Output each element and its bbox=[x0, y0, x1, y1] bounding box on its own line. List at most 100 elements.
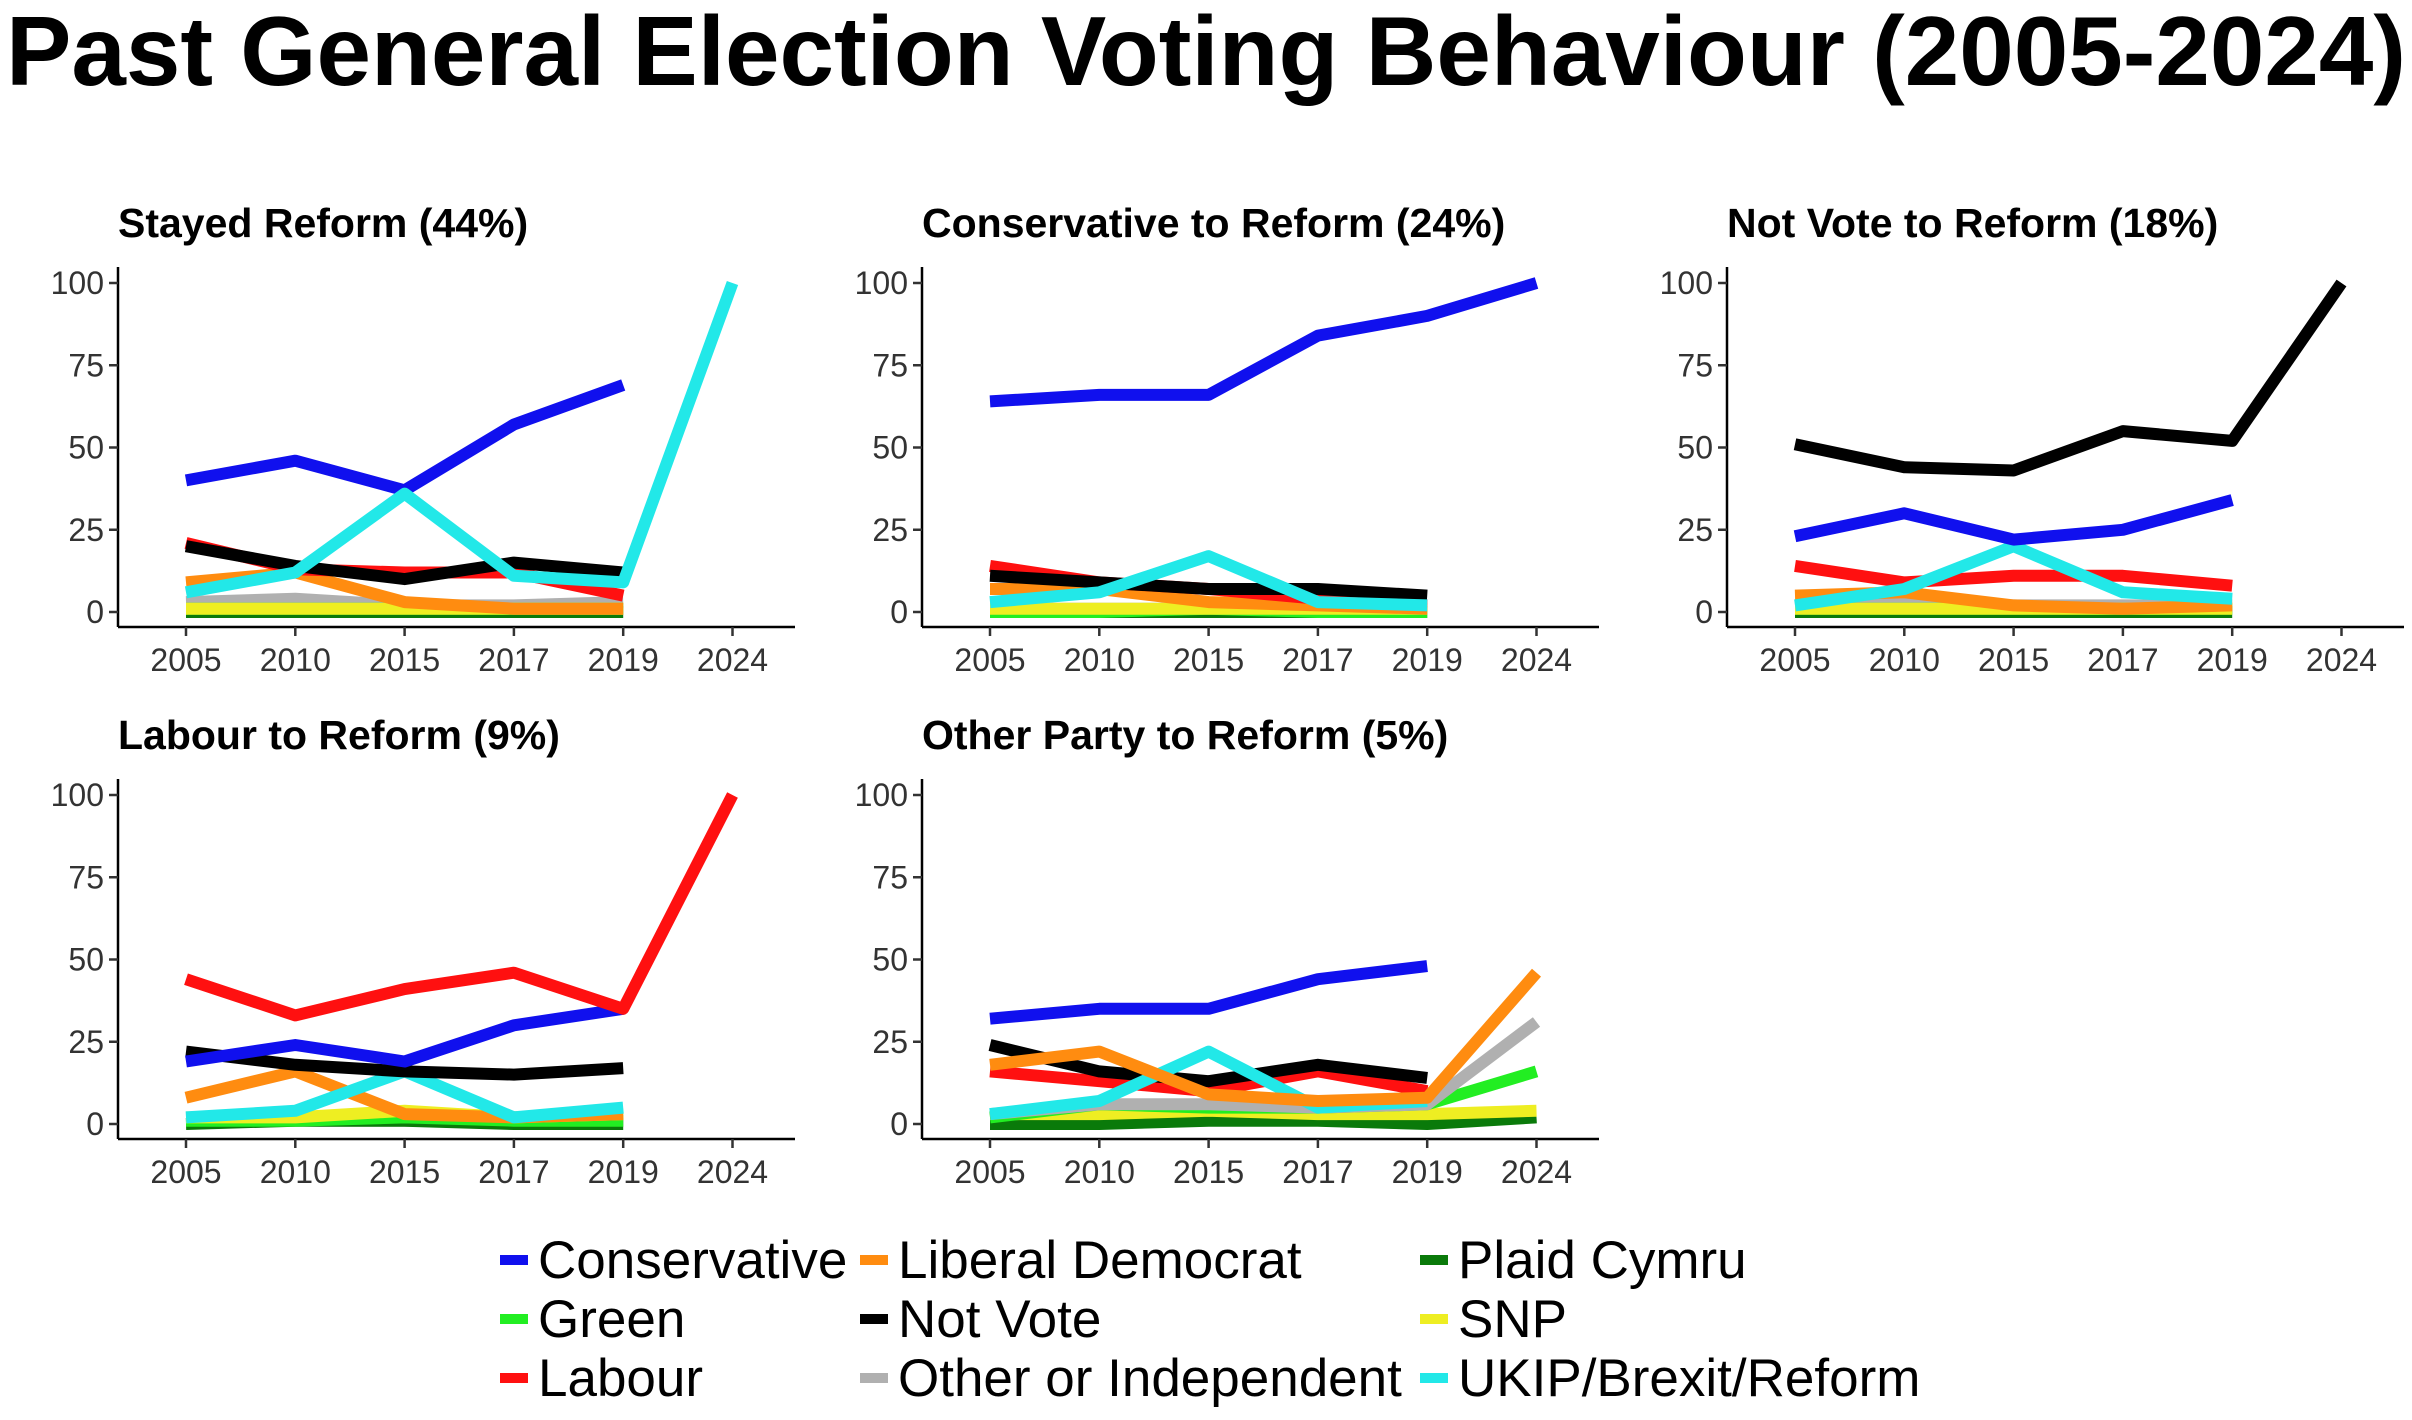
series-line-not-vote bbox=[988, 1039, 1428, 1088]
x-tick-label: 2010 bbox=[260, 642, 331, 678]
x-tick-label: 2015 bbox=[1173, 1154, 1244, 1190]
y-tick-label: 50 bbox=[872, 942, 908, 978]
series-line-liberal-democrat bbox=[989, 968, 1542, 1107]
y-tick-label: 0 bbox=[86, 594, 104, 630]
legend-item-liberal-democrat: Liberal Democrat bbox=[860, 1230, 1302, 1290]
y-tick-label: 25 bbox=[68, 1024, 104, 1060]
y-tick-label: 100 bbox=[1660, 265, 1713, 301]
x-tick-label: 2015 bbox=[369, 642, 440, 678]
y-tick-label: 0 bbox=[890, 594, 908, 630]
y-tick-label: 50 bbox=[872, 430, 908, 466]
series-line-ukip-brexit-reform bbox=[184, 280, 739, 599]
y-tick-label: 75 bbox=[1677, 347, 1713, 383]
panel-title: Not Vote to Reform (18%) bbox=[1727, 200, 2218, 246]
series-line-conservative bbox=[989, 277, 1539, 408]
series-line-conservative bbox=[184, 379, 626, 497]
legend-item-green: Green bbox=[500, 1289, 685, 1349]
x-tick-label: 2019 bbox=[588, 642, 659, 678]
y-tick-label: 50 bbox=[68, 942, 104, 978]
legend-item-snp: SNP bbox=[1420, 1289, 1567, 1349]
x-tick-label: 2005 bbox=[150, 1154, 221, 1190]
main-title: Past General Election Voting Behaviour (… bbox=[6, 0, 2406, 106]
legend-swatch bbox=[500, 1373, 528, 1383]
x-tick-label: 2017 bbox=[1282, 642, 1353, 678]
legend-label: Not Vote bbox=[898, 1289, 1102, 1349]
series-line-not-vote bbox=[184, 540, 624, 586]
series-line-conservative bbox=[1793, 494, 2234, 546]
series-line-conservative bbox=[185, 1002, 625, 1068]
y-tick-label: 75 bbox=[68, 347, 104, 383]
series-line-not-vote bbox=[989, 569, 1428, 602]
x-tick-label: 2024 bbox=[697, 1154, 768, 1190]
legend-swatch bbox=[860, 1373, 888, 1383]
series-line-conservative bbox=[989, 960, 1428, 1025]
x-tick-label: 2024 bbox=[1501, 1154, 1572, 1190]
panel-title: Labour to Reform (9%) bbox=[118, 712, 560, 758]
legend-label: UKIP/Brexit/Reform bbox=[1458, 1348, 1921, 1408]
legend-swatch bbox=[860, 1314, 888, 1324]
panel-title: Other Party to Reform (5%) bbox=[922, 712, 1448, 758]
y-tick-label: 100 bbox=[51, 265, 104, 301]
x-tick-label: 2010 bbox=[260, 1154, 331, 1190]
legend: Conservative Liberal Democrat Plaid Cymru G… bbox=[500, 1230, 2000, 1420]
series-line-plaid-cymru bbox=[990, 1111, 1537, 1130]
y-tick-label: 50 bbox=[1677, 430, 1713, 466]
y-tick-label: 25 bbox=[1677, 512, 1713, 548]
legend-label: Plaid Cymru bbox=[1458, 1230, 1747, 1290]
legend-item-labour: Labour bbox=[500, 1348, 703, 1408]
legend-label: Conservative bbox=[538, 1230, 848, 1290]
x-tick-label: 2015 bbox=[1978, 642, 2049, 678]
legend-item-plaid-cymru: Plaid Cymru bbox=[1420, 1230, 1747, 1290]
panel-title: Conservative to Reform (24%) bbox=[922, 200, 1505, 246]
y-tick-label: 0 bbox=[1695, 594, 1713, 630]
legend-label: Other or Independent bbox=[898, 1348, 1402, 1408]
panel-stayed-reform-44: Stayed Reform (44%) 0 25 50 75 100 2005 2010 201… bbox=[51, 200, 795, 678]
y-tick-label: 100 bbox=[855, 777, 908, 813]
panel-other-party-to-reform-5: Other Party to Reform (5%) 0 25 50 75 100 2005… bbox=[855, 712, 1599, 1190]
x-tick-label: 2024 bbox=[1501, 642, 1572, 678]
x-tick-label: 2019 bbox=[1392, 642, 1463, 678]
y-tick-label: 25 bbox=[872, 1024, 908, 1060]
x-tick-label: 2010 bbox=[1869, 642, 1940, 678]
x-tick-label: 2024 bbox=[697, 642, 768, 678]
x-tick-label: 2024 bbox=[2306, 642, 2377, 678]
y-tick-label: 25 bbox=[68, 512, 104, 548]
legend-label: Green bbox=[538, 1289, 686, 1349]
y-tick-label: 75 bbox=[872, 347, 908, 383]
legend-item-other-or-independent: Other or Independent bbox=[860, 1348, 1402, 1408]
legend-item-ukip-brexit-reform: UKIP/Brexit/Reform bbox=[1420, 1348, 1920, 1408]
x-tick-label: 2010 bbox=[1064, 642, 1135, 678]
series-line-not-vote bbox=[185, 1045, 624, 1081]
legend-swatch bbox=[500, 1314, 528, 1324]
panel-not-vote-to-reform-18: Not Vote to Reform (18%) 0 25 50 75 100 2005 20… bbox=[1660, 200, 2404, 678]
x-tick-label: 2005 bbox=[1759, 642, 1830, 678]
y-tick-label: 75 bbox=[872, 859, 908, 895]
legend-swatch bbox=[860, 1255, 888, 1265]
series-line-not-vote bbox=[1793, 279, 2347, 477]
series-line-labour bbox=[184, 792, 738, 1022]
legend-swatch bbox=[500, 1255, 528, 1265]
y-tick-label: 75 bbox=[68, 859, 104, 895]
legend-label: Labour bbox=[538, 1348, 704, 1408]
x-tick-label: 2017 bbox=[478, 1154, 549, 1190]
x-tick-label: 2005 bbox=[150, 642, 221, 678]
legend-item-not-vote: Not Vote bbox=[860, 1289, 1101, 1349]
series-line-ukip-brexit-reform bbox=[989, 550, 1428, 612]
legend-item-conservative: Conservative bbox=[500, 1230, 847, 1290]
x-tick-label: 2015 bbox=[369, 1154, 440, 1190]
legend-label: SNP bbox=[1458, 1289, 1567, 1349]
y-tick-label: 25 bbox=[872, 512, 908, 548]
y-tick-label: 100 bbox=[855, 265, 908, 301]
y-tick-label: 0 bbox=[86, 1106, 104, 1142]
series-line-labour bbox=[1794, 559, 2233, 592]
x-tick-label: 2015 bbox=[1173, 642, 1244, 678]
legend-swatch bbox=[1420, 1373, 1448, 1383]
legend-label: Liberal Democrat bbox=[898, 1230, 1302, 1290]
x-tick-label: 2017 bbox=[478, 642, 549, 678]
x-tick-label: 2019 bbox=[588, 1154, 659, 1190]
x-tick-label: 2010 bbox=[1064, 1154, 1135, 1190]
x-tick-label: 2005 bbox=[954, 642, 1025, 678]
legend-swatch bbox=[1420, 1255, 1448, 1265]
y-tick-label: 100 bbox=[51, 777, 104, 813]
